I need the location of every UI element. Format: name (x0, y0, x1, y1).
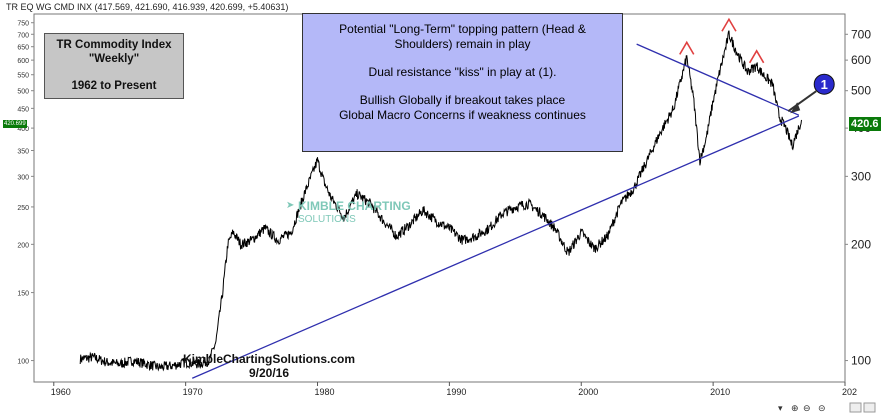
shoulder-caret (679, 40, 695, 55)
pattern-annotations: 1 (679, 17, 835, 114)
trendlines (191, 43, 800, 379)
x-axis: 1960 1970 1980 1990 2000 2010 202 (51, 382, 857, 397)
y-tick-label-right: 700 (851, 27, 871, 41)
annotation-line2: Shoulders) remain in play (394, 37, 531, 51)
y-tick-label-left: 700 (17, 32, 29, 39)
annotation-line3: Dual resistance "kiss" in play at (1). (368, 65, 557, 79)
watermark: ➤ KIMBLE CHARTING SOLUTIONS (286, 199, 411, 225)
x-tick-label: 1980 (315, 387, 335, 397)
credit-site: KimbleChartingSolutions.com (183, 352, 356, 366)
x-tick-label: 202 (842, 387, 857, 397)
annotation-line1: Potential "Long-Term" topping pattern (H… (339, 22, 586, 36)
watermark-line1: KIMBLE CHARTING (298, 199, 411, 213)
info-box: TR Commodity Index "Weekly" 1962 to Pres… (44, 33, 184, 99)
lock-icon[interactable] (863, 402, 876, 413)
y-tick-label-left: 100 (17, 359, 29, 366)
credit: KimbleChartingSolutions.com 9/20/16 (183, 352, 355, 380)
y-tick-label-right: 100 (851, 354, 871, 368)
annotation-line5: Global Macro Concerns if weakness contin… (339, 108, 586, 122)
y-axis-left: 100 150 200 250 300 350 400 450 500 550 600 650 700 7… (17, 21, 34, 366)
support-trendline (191, 115, 800, 379)
y-tick-label-left: 150 (17, 291, 29, 298)
annotation-line4: Bullish Globally if breakout takes place (359, 93, 566, 107)
y-tick-label-left: 550 (17, 73, 29, 80)
zoom-in-icon[interactable]: ⊕ (791, 404, 799, 414)
marker-arrowhead (790, 102, 801, 114)
resistance-trendline (636, 43, 800, 116)
marker-circle (813, 73, 835, 95)
last-value-badge-left: 420.699 (3, 120, 27, 128)
y-tick-label-left: 350 (17, 149, 29, 156)
price-series (79, 30, 802, 372)
info-title: TR Commodity Index (56, 39, 172, 51)
y-tick-label-left: 650 (17, 45, 29, 52)
x-tick-label: 1970 (183, 387, 203, 397)
header-ohlc: TR EQ WG CMD INX (417.569, 421.690, 416.… (6, 2, 289, 12)
info-range: 1962 to Present (71, 80, 157, 92)
marker-label: 1 (821, 77, 828, 92)
y-tick-label-left: 500 (17, 89, 29, 96)
y-tick-label-left: 450 (17, 106, 29, 113)
y-axis-right: 100200300400500600700 (845, 27, 871, 368)
y-tick-label-left: 300 (17, 174, 29, 181)
settings-icon[interactable]: ⊝ (818, 404, 826, 414)
y-tick-label-right: 200 (851, 237, 871, 251)
annotation-box: Potential "Long-Term" topping pattern (H… (302, 13, 623, 152)
watermark-icon: ➤ (286, 200, 294, 211)
info-subtitle: "Weekly" (88, 53, 140, 65)
y-tick-label-left: 750 (17, 21, 29, 28)
y-tick-label-left: 250 (17, 205, 29, 212)
y-tick-label-left: 600 (17, 58, 29, 65)
bottom-toolbar: ▾ ⊕ ⊖ ⊝ (778, 402, 876, 414)
marker-arrow (787, 90, 817, 113)
last-value-badge: 420.6 (849, 117, 881, 131)
x-tick-label: 1960 (51, 387, 71, 397)
toggle-icon[interactable] (849, 402, 862, 413)
y-tick-label-left: 200 (17, 242, 29, 249)
shoulder-caret (748, 49, 765, 64)
x-tick-label: 2010 (710, 387, 730, 397)
watermark-line2: SOLUTIONS (298, 214, 356, 225)
credit-date: 9/20/16 (248, 366, 290, 380)
y-tick-label-right: 500 (851, 84, 871, 98)
scroll-icon[interactable]: ▾ (778, 404, 783, 414)
zoom-out-icon[interactable]: ⊖ (803, 404, 811, 414)
price-line (79, 30, 802, 372)
y-tick-label-right: 300 (851, 169, 871, 183)
head-caret (721, 17, 737, 32)
x-tick-label: 2000 (578, 387, 598, 397)
y-tick-label-left: 400 (17, 126, 29, 133)
x-tick-label: 1990 (446, 387, 466, 397)
y-tick-label-right: 600 (851, 53, 871, 67)
